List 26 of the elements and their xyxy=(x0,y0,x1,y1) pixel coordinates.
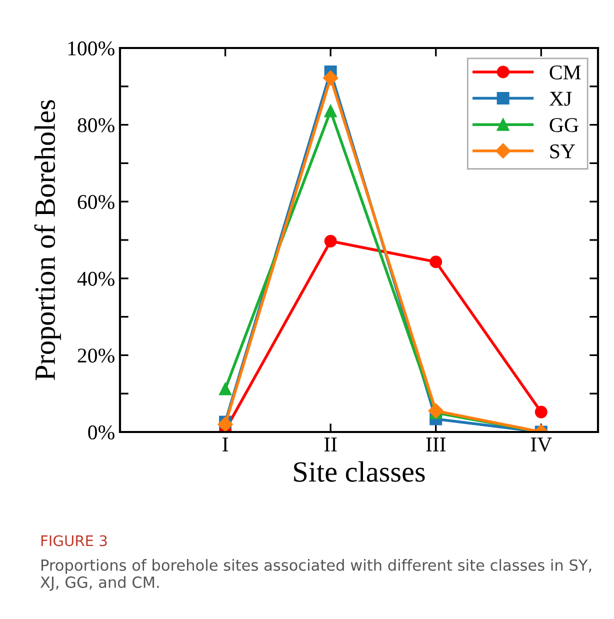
point xyxy=(430,256,442,268)
legend-label: XJ xyxy=(549,92,572,106)
text: Proportions of borehole sites associated with different site classes in SY, XJ, GG, and CM. xyxy=(40,559,592,591)
legend-label: SY xyxy=(550,144,576,158)
point xyxy=(323,70,338,86)
point xyxy=(534,406,548,418)
y-tick-label: 60% xyxy=(78,194,114,210)
x-tick-label: IV xyxy=(530,438,552,452)
legend-label: CM xyxy=(550,65,581,80)
legend-label: GG xyxy=(550,118,578,132)
point xyxy=(218,416,233,432)
y-axis-title: Proportion of Boreholes xyxy=(34,100,61,380)
x-tick-label: I xyxy=(222,438,228,452)
y-tick-label: 40% xyxy=(77,272,114,286)
x-tick-label: III xyxy=(426,438,446,452)
y-tick-label: 100% xyxy=(68,41,114,56)
point xyxy=(324,234,337,248)
x-axis-title: Site classes xyxy=(294,461,425,482)
point xyxy=(219,382,232,396)
point xyxy=(324,104,337,118)
x-tick-label: II xyxy=(324,438,337,452)
caption: FIGURE 3 xyxy=(41,535,107,546)
y-tick-label: 20% xyxy=(78,348,114,363)
y-tick-label: 80% xyxy=(78,118,114,132)
point xyxy=(428,403,444,418)
y-tick-label: 0% xyxy=(88,425,114,440)
